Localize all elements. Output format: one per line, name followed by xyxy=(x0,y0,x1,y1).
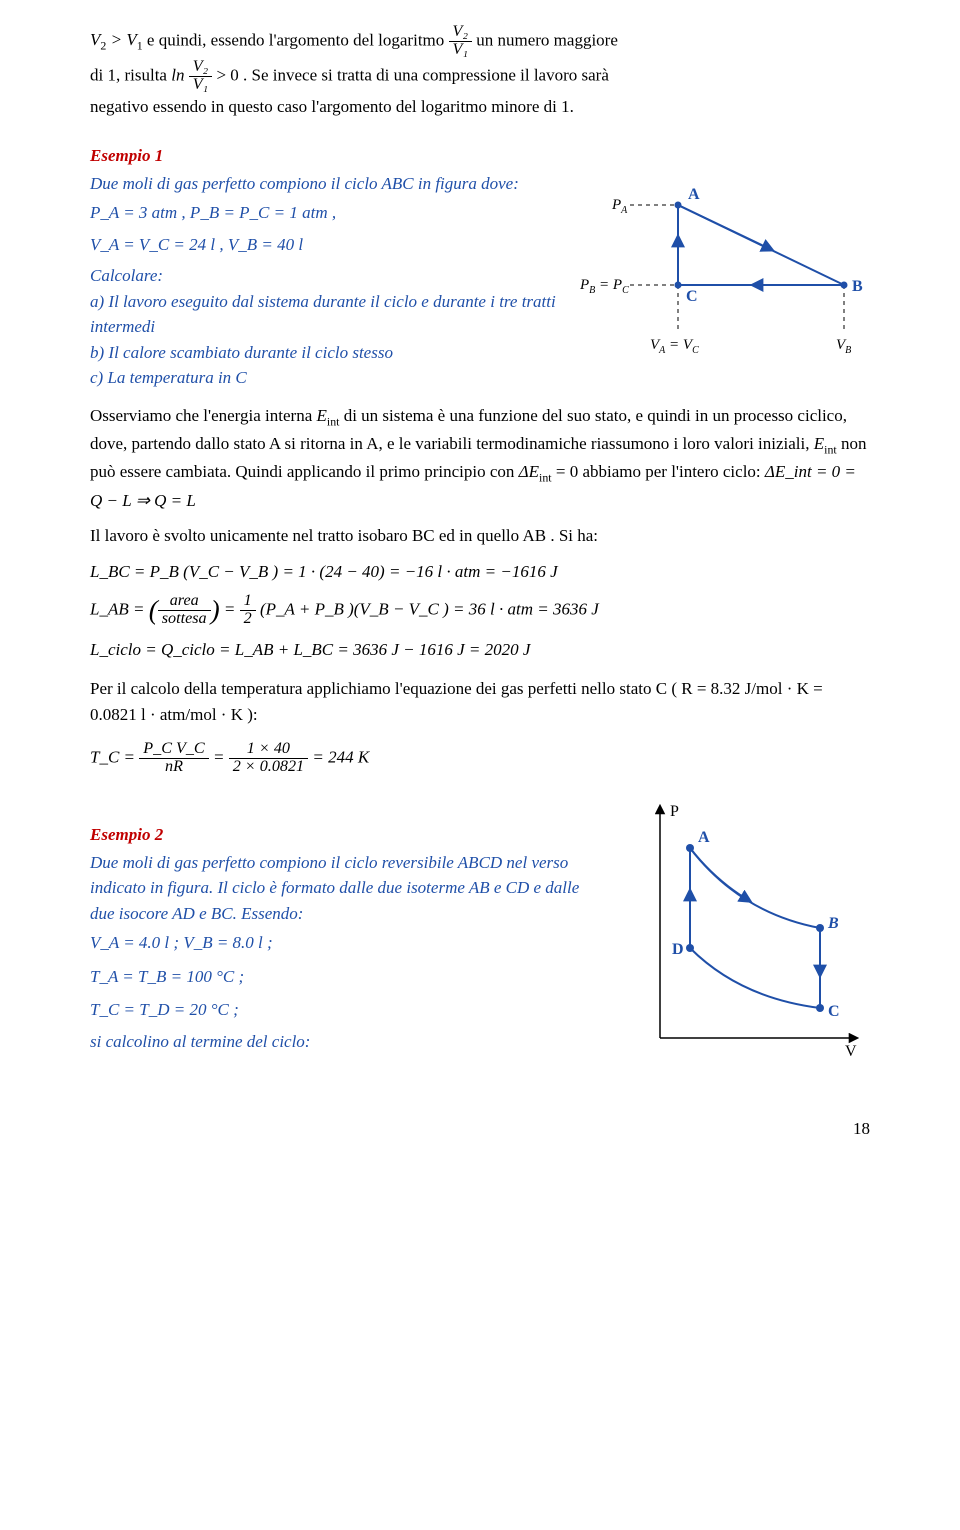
text: V₁ xyxy=(189,77,212,94)
pv-diagram-abcd: P V A B C D xyxy=(620,798,870,1068)
text: E xyxy=(317,406,327,425)
text: ln xyxy=(171,65,184,84)
equation-TC: T_C = P_C V_CnR = 1 × 402 × 0.0821 = 244… xyxy=(90,741,870,776)
label-C: C xyxy=(686,288,698,305)
text: V₁ xyxy=(449,42,472,59)
text: Il lavoro è svolto unicamente nel tratto… xyxy=(90,526,598,545)
text: = 0 abbiamo per l'intero ciclo: xyxy=(556,462,765,481)
example2-statement: Due moli di gas perfetto compiono il cic… xyxy=(90,850,600,1055)
text: V₂ xyxy=(189,59,212,77)
text: sottesa xyxy=(158,611,211,628)
text: si calcolino al termine del ciclo: xyxy=(90,1029,600,1055)
text: T_C = T_D = 20 °C ; xyxy=(90,997,600,1023)
example1-layout: Due moli di gas perfetto compiono il cic… xyxy=(90,171,870,403)
example2-layout: Esempio 2 Due moli di gas perfetto compi… xyxy=(90,798,870,1076)
arrow-AB xyxy=(678,205,770,249)
label-P: P xyxy=(670,803,679,820)
label-VAVC: VA = VC xyxy=(650,337,699,356)
label-D: D xyxy=(672,941,684,958)
example2-textcol: Esempio 2 Due moli di gas perfetto compi… xyxy=(90,798,600,1066)
text: E xyxy=(814,434,824,453)
label-VB: VB xyxy=(836,337,851,356)
equation-LAB: L_AB = (areasottesa) = 12 (P_A + P_B )(V… xyxy=(90,590,870,631)
text: c) La temperatura in C xyxy=(90,365,560,391)
point-C xyxy=(675,281,682,288)
equation-LBC: L_BC = P_B (V_C − V_B ) = 1 · (24 − 40) … xyxy=(90,559,870,585)
text: a) Il lavoro eseguito dal sistema durant… xyxy=(90,289,560,340)
text: P_C V_C xyxy=(139,741,208,759)
body-paragraph-3: Per il calcolo della temperatura applich… xyxy=(90,676,870,727)
example2-figure: P V A B C D xyxy=(620,798,870,1076)
text: = xyxy=(224,599,240,618)
text: un numero maggiore xyxy=(476,30,618,49)
body-paragraph-1: Osserviamo che l'energia interna Eint di… xyxy=(90,403,870,513)
edge-CD xyxy=(690,948,820,1008)
text: P_A = 3 atm , P_B = P_C = 1 atm , xyxy=(90,200,560,226)
text: V xyxy=(90,30,100,49)
arrow-AB xyxy=(690,848,748,900)
text: Due moli di gas perfetto compiono il cic… xyxy=(90,171,560,197)
text: e quindi, essendo l'argomento del logari… xyxy=(147,30,449,49)
example2-title: Esempio 2 xyxy=(90,822,600,848)
text: T_A = T_B = 100 °C ; xyxy=(90,964,600,990)
intro-paragraph: V2 > V1 e quindi, essendo l'argomento de… xyxy=(90,24,870,119)
text: V_A = 4.0 l ; V_B = 8.0 l ; xyxy=(90,930,600,956)
text: nR xyxy=(139,759,208,776)
text: int xyxy=(539,471,552,485)
text: 1 xyxy=(137,39,143,53)
text: area xyxy=(158,593,211,611)
text: Osserviamo che l'energia interna xyxy=(90,406,317,425)
point-C xyxy=(816,1004,824,1012)
point-A xyxy=(675,201,682,208)
label-PA: PA xyxy=(611,197,628,216)
text: = xyxy=(213,748,229,767)
label-PBPC: PB = PC xyxy=(580,277,629,296)
label-B: B xyxy=(827,915,839,932)
label-B: B xyxy=(852,278,863,295)
edge-AB xyxy=(690,848,820,928)
text: negativo essendo in questo caso l'argome… xyxy=(90,97,574,116)
text: di 1, risulta xyxy=(90,65,171,84)
text: b) Il calore scambiato durante il ciclo … xyxy=(90,340,560,366)
text: ΔE xyxy=(519,462,539,481)
example1-figure: PA PB = PC A C B VA = VC VB xyxy=(580,171,870,379)
text: T_C = xyxy=(90,748,139,767)
point-A xyxy=(686,844,694,852)
text: 2 xyxy=(240,611,256,628)
text: L_AB = xyxy=(90,599,149,618)
text: (P_A + P_B )(V_B − V_C ) = 36 l · atm = … xyxy=(260,599,599,618)
text: V_A = V_C = 24 l , V_B = 40 l xyxy=(90,232,560,258)
text: int xyxy=(824,442,837,456)
text: 2 × 0.0821 xyxy=(229,759,308,776)
text: > V xyxy=(106,30,136,49)
page-number: 18 xyxy=(90,1116,870,1142)
label-V: V xyxy=(845,1043,857,1060)
text: = 244 K xyxy=(312,748,369,767)
point-B xyxy=(816,924,824,932)
equation-Lciclo: L_ciclo = Q_ciclo = L_AB + L_BC = 3636 J… xyxy=(90,637,870,663)
text: Calcolare: xyxy=(90,263,560,289)
text: 1 xyxy=(240,593,256,611)
text: > 0 . Se invece si tratta di una compres… xyxy=(216,65,608,84)
label-A: A xyxy=(698,829,710,846)
label-A: A xyxy=(688,186,700,203)
pv-diagram-abc: PA PB = PC A C B VA = VC VB xyxy=(580,171,870,371)
point-B xyxy=(841,281,848,288)
text: Due moli di gas perfetto compiono il cic… xyxy=(90,850,600,927)
point-D xyxy=(686,944,694,952)
example1-title: Esempio 1 xyxy=(90,143,870,169)
text: int xyxy=(327,414,340,428)
body-paragraph-2: Il lavoro è svolto unicamente nel tratto… xyxy=(90,523,870,549)
label-C: C xyxy=(828,1003,840,1020)
text: 1 × 40 xyxy=(229,741,308,759)
example1-statement: Due moli di gas perfetto compiono il cic… xyxy=(90,171,560,391)
text: V₂ xyxy=(449,24,472,42)
